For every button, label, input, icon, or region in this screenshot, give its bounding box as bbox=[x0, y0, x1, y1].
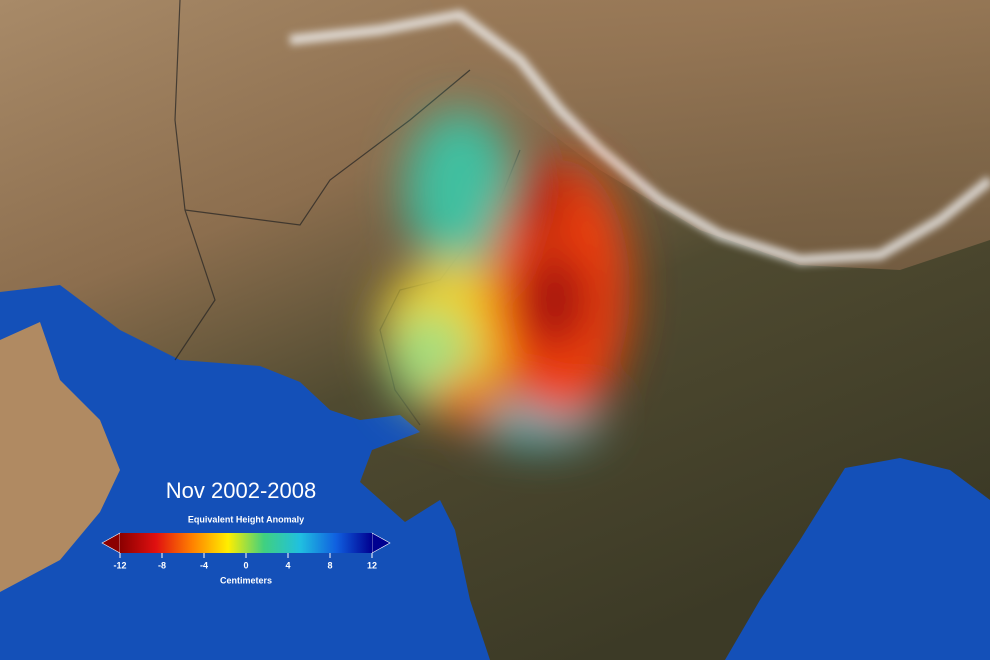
colorbar-tick-label: 4 bbox=[285, 560, 290, 570]
colorbar-tick-label: -12 bbox=[113, 560, 126, 570]
snow bbox=[289, 9, 990, 266]
tibet bbox=[430, 0, 990, 270]
colorbar-tick-label: -8 bbox=[158, 560, 166, 570]
colorbar-tick-label: -4 bbox=[200, 560, 208, 570]
colorbar bbox=[120, 533, 372, 553]
oman bbox=[0, 322, 120, 592]
colorbar-tick-label: 12 bbox=[367, 560, 377, 570]
title: Nov 2002-2008 bbox=[166, 478, 316, 503]
colorbar-unit: Centimeters bbox=[220, 575, 272, 585]
colorbar-tick-label: 8 bbox=[327, 560, 332, 570]
anomaly-field bbox=[380, 110, 630, 445]
colorbar-tick-label: 0 bbox=[243, 560, 248, 570]
colorbar-label: Equivalent Height Anomaly bbox=[188, 514, 304, 524]
